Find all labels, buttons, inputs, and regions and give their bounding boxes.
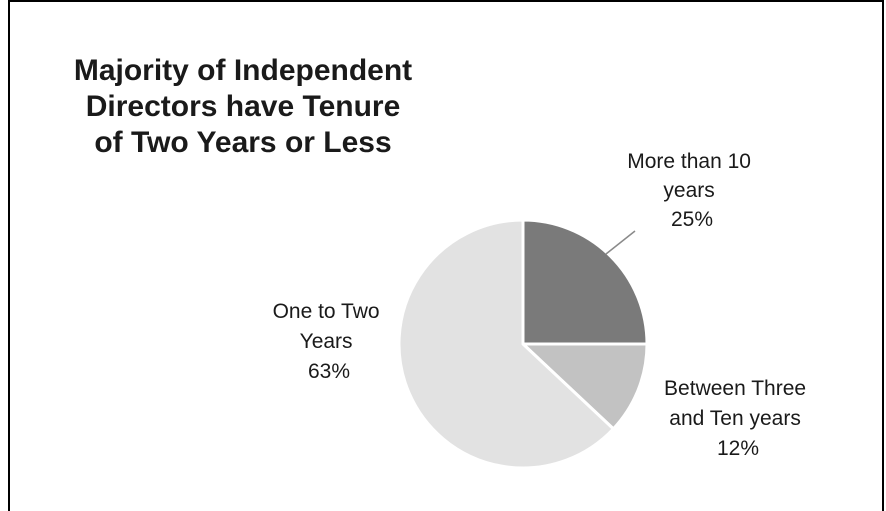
slice-label-one-to-two-years: One to Two Years 63%: [273, 300, 386, 383]
title-line-1: Majority of Independent: [73, 54, 413, 87]
slice-more-than-10-years: [521, 218, 649, 346]
slice-0-label-line-1: More than 10: [627, 150, 751, 173]
slice-1-value-label: 12%: [717, 437, 759, 460]
slice-1-label-line-1: Between Three: [664, 377, 806, 400]
slice-label-more-than-10-years: More than 10 years 25%: [627, 150, 757, 231]
slice-2-value-label: 63%: [308, 360, 350, 383]
slice-between-three-and-ten-years: [521, 342, 649, 431]
slice-1-label-line-2: and Ten years: [669, 407, 801, 430]
title-line-2: Directors have Tenure: [85, 90, 401, 123]
slice-2-label-line-1: One to Two: [273, 300, 380, 323]
leader-line-more-than-10-years: [605, 230, 636, 255]
slice-0-value-label: 25%: [671, 208, 713, 231]
slice-one-to-two-years: [397, 218, 615, 470]
slice-label-between-three-and-ten-years: Between Three and Ten years 12%: [664, 377, 812, 460]
slice-2-label-line-2: Years: [300, 330, 353, 353]
title-line-3: of Two Years or Less: [94, 126, 392, 159]
chart-title: Majority of Independent Directors have T…: [28, 53, 458, 161]
pie-slices: [397, 218, 649, 470]
leader-lines: [605, 230, 636, 255]
slice-0-label-line-2: years: [663, 179, 714, 202]
